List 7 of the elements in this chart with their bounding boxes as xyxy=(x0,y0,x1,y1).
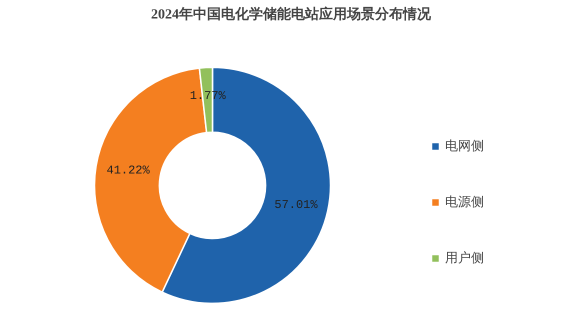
data-label: 1.77% xyxy=(190,89,227,104)
chart-title: 2024年中国电化学储能电站应用场景分布情况 xyxy=(151,6,432,22)
data-label: 41.22% xyxy=(106,164,150,178)
legend-label: 电网侧 xyxy=(445,138,484,155)
data-label: 57.01% xyxy=(274,198,318,212)
legend-label: 电源侧 xyxy=(445,194,484,211)
legend-label: 用户侧 xyxy=(445,250,484,267)
